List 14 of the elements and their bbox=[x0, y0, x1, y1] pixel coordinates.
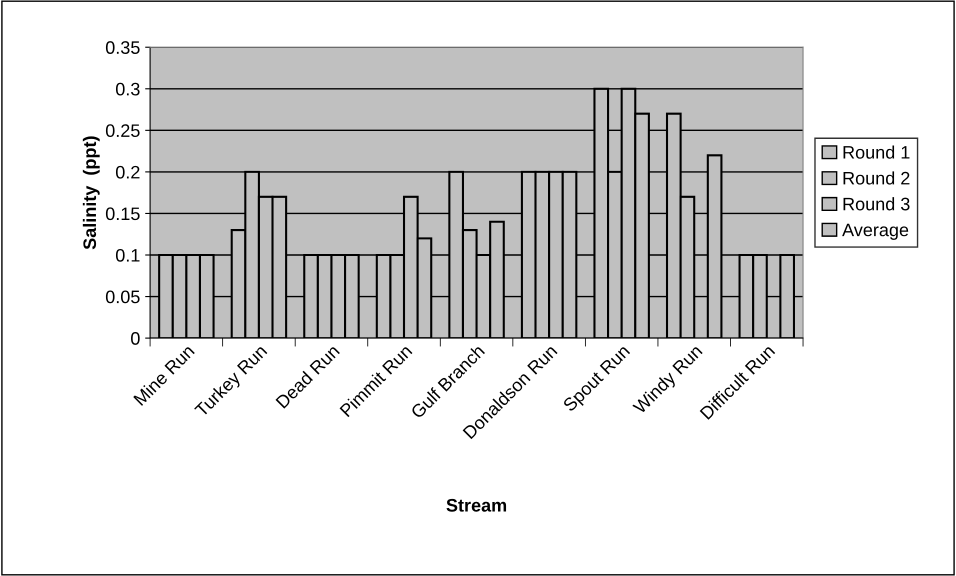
legend-label: Round 1 bbox=[844, 145, 910, 159]
legend-label: Round 3 bbox=[844, 197, 910, 210]
y-tick-label: 0.2 bbox=[116, 166, 140, 179]
y-tick-label: 0.25 bbox=[106, 124, 140, 138]
legend-label: Round 2 bbox=[844, 171, 910, 185]
legend-label: Average bbox=[842, 224, 908, 240]
y-tick-label: 0 bbox=[131, 332, 140, 345]
y-tick-label: 0.15 bbox=[106, 207, 140, 220]
x-axis-title: Stream bbox=[446, 498, 506, 512]
y-axis-title: Salinity (ppt) bbox=[82, 136, 100, 250]
y-tick-label: 0.3 bbox=[116, 82, 140, 96]
y-tick-label: 0.05 bbox=[106, 290, 140, 304]
y-tick-label: 0.35 bbox=[106, 41, 140, 54]
y-tick-label: 0.1 bbox=[116, 248, 140, 262]
